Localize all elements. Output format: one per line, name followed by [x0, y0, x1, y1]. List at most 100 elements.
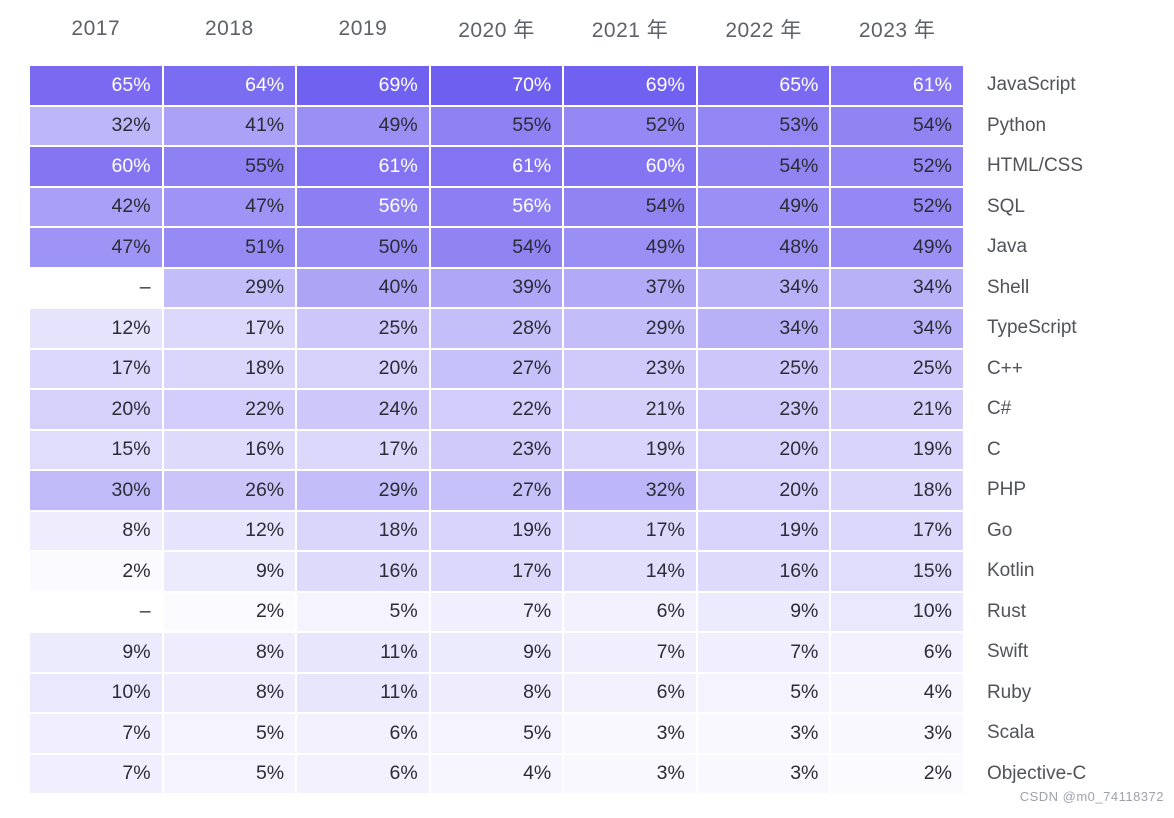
heatmap-cell: 65% [697, 66, 830, 105]
heatmap-cell: 8% [30, 511, 162, 550]
heatmap-cell: 54% [697, 147, 830, 186]
heatmap-cell: 34% [697, 268, 830, 307]
column-header: 2022 年 [725, 19, 802, 42]
heatmap-cell: 61% [831, 66, 963, 105]
heatmap-cell: 55% [163, 147, 296, 186]
heatmap-cell: 17% [564, 511, 696, 550]
heatmap-cell: 20% [297, 349, 429, 388]
row-label: Scala [986, 722, 1035, 744]
heatmap-cell: 17% [430, 552, 563, 591]
heatmap-cell: 8% [163, 673, 296, 712]
row-label: C# [986, 398, 1012, 420]
heatmap-cell: 8% [163, 633, 296, 672]
heatmap-cell: 37% [564, 268, 696, 307]
heatmap-cell: 20% [30, 390, 162, 429]
heatmap-cell: 28% [430, 309, 563, 348]
heatmap-cell: 47% [30, 228, 162, 267]
heatmap-cell: 48% [697, 228, 830, 267]
heatmap-cell: 7% [30, 754, 162, 793]
heatmap-cell: 23% [564, 349, 696, 388]
heatmap-cell: 16% [297, 552, 429, 591]
heatmap-cell: 5% [163, 754, 296, 793]
heatmap-cell: 49% [297, 106, 429, 145]
row-label: Swift [986, 641, 1029, 663]
heatmap-cell: 60% [564, 147, 696, 186]
heatmap-cell: 34% [697, 309, 830, 348]
column-header: 2017 [71, 17, 121, 40]
heatmap-cell: 29% [163, 268, 296, 307]
heatmap-cell: 61% [297, 147, 429, 186]
row-label: Rust [986, 600, 1027, 622]
heatmap-cell: 9% [30, 633, 162, 672]
heatmap-cell: 3% [697, 714, 830, 753]
heatmap-cell: 56% [297, 187, 429, 226]
heatmap-cell: 3% [697, 754, 830, 793]
row-label: SQL [986, 195, 1025, 217]
heatmap-cell: 4% [831, 673, 963, 712]
column-header: 2021 年 [591, 19, 669, 42]
heatmap-cell: 40% [297, 268, 429, 307]
heatmap-cell: 50% [297, 228, 429, 267]
heatmap-cell: 47% [163, 187, 296, 226]
heatmap-cell: 5% [697, 673, 830, 712]
heatmap-cell: 18% [297, 511, 429, 550]
heatmap-cell: 19% [430, 511, 563, 550]
heatmap-cell: 21% [831, 390, 963, 429]
row-label: Shell [986, 276, 1030, 298]
heatmap-cell: 11% [297, 673, 429, 712]
heatmap-cell: 65% [30, 66, 162, 105]
heatmap-cell: 9% [430, 633, 563, 672]
heatmap-cell: 19% [831, 430, 963, 469]
heatmap-cell: 7% [564, 633, 696, 672]
row-label: Python [986, 114, 1047, 136]
heatmap-cell: 17% [297, 430, 429, 469]
heatmap-cell: 29% [564, 309, 696, 348]
heatmap-cell: 7% [430, 592, 563, 631]
row-label: Java [986, 236, 1028, 258]
row-label: PHP [986, 479, 1027, 501]
row-label: Go [986, 519, 1013, 541]
heatmap-cell: 17% [831, 511, 963, 550]
row-label: JavaScript [986, 74, 1076, 96]
row-label: Ruby [986, 681, 1032, 703]
heatmap-cell: 54% [831, 106, 963, 145]
heatmap-cell: 39% [430, 268, 563, 307]
heatmap-cell: 25% [697, 349, 830, 388]
row-label: TypeScript [986, 317, 1077, 339]
heatmap-cell: 52% [831, 187, 963, 226]
heatmap-cell: 69% [564, 66, 696, 105]
language-label-column: JavaScript Python HTML/CSS SQL Java Shell Type… [987, 66, 1086, 793]
heatmap-cell: 54% [564, 187, 696, 226]
heatmap-cell: – [30, 592, 162, 631]
heatmap-cell: 23% [697, 390, 830, 429]
heatmap-cell: 6% [564, 592, 696, 631]
heatmap-cell: 53% [697, 106, 830, 145]
column-header: 2020 年 [458, 19, 535, 42]
heatmap-cell: 52% [564, 106, 696, 145]
heatmap-cell: – [30, 268, 162, 307]
row-label: Kotlin [986, 560, 1035, 582]
heatmap-cell: 6% [297, 714, 429, 753]
heatmap-cell: 49% [564, 228, 696, 267]
heatmap-cell: 5% [163, 714, 296, 753]
heatmap-cell: 6% [831, 633, 963, 672]
heatmap-cell: 5% [297, 592, 429, 631]
heatmap-cell: 2% [831, 754, 963, 793]
heatmap-cell: 9% [697, 592, 830, 631]
heatmap-grid: 65% 64% 69% 70% 69% 65% 61% 32% 41% 49% 55% 52% 53% 5… [30, 66, 963, 793]
heatmap-cell: 9% [163, 552, 296, 591]
heatmap-cell: 3% [564, 714, 696, 753]
column-header: 2023 年 [858, 19, 936, 42]
row-label: HTML/CSS [986, 155, 1084, 177]
heatmap-cell: 20% [697, 430, 830, 469]
heatmap-cell: 23% [430, 430, 563, 469]
heatmap-cell: 51% [163, 228, 296, 267]
heatmap-cell: 10% [831, 592, 963, 631]
heatmap-cell: 21% [564, 390, 696, 429]
heatmap-cell: 6% [564, 673, 696, 712]
heatmap-cell: 54% [430, 228, 563, 267]
heatmap-cell: 18% [163, 349, 296, 388]
column-header: 2018 [204, 17, 254, 40]
heatmap-cell: 34% [831, 268, 963, 307]
